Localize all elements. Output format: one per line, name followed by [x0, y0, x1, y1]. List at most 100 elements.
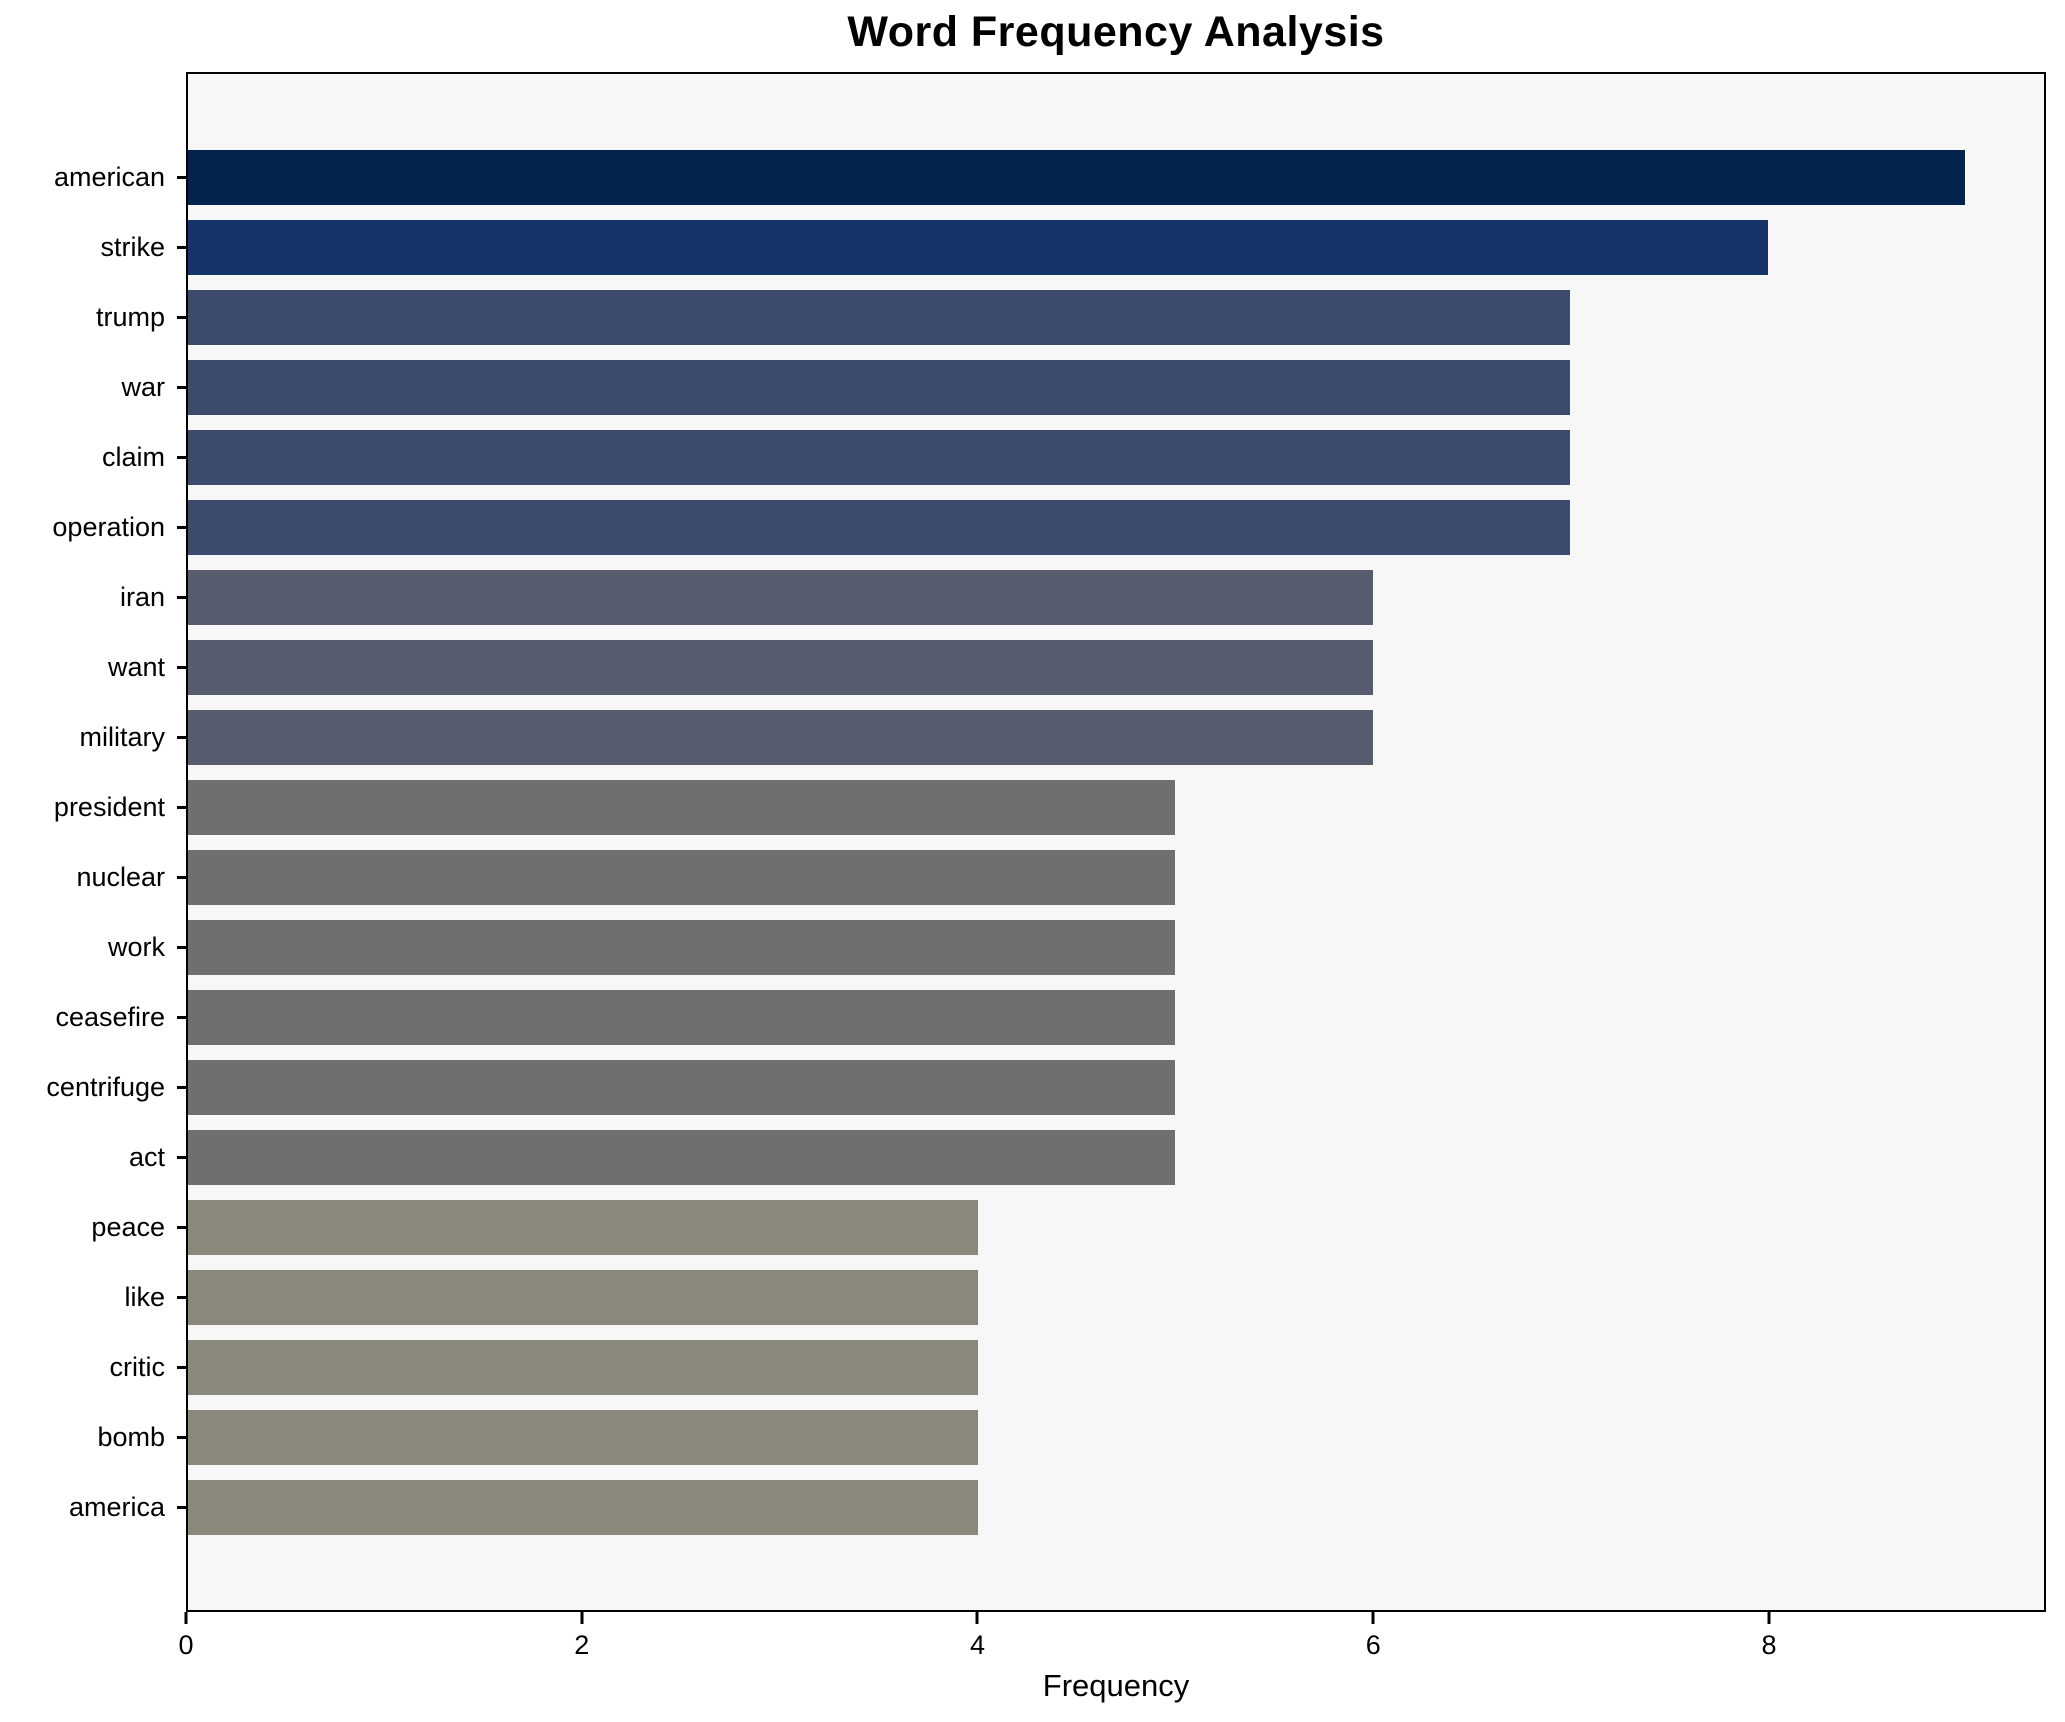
y-tick-label-critic: critic — [109, 1351, 166, 1382]
x-tick-mark — [580, 1612, 584, 1624]
y-tick-label-american: american — [53, 161, 165, 192]
y-tick-label-row: work — [0, 912, 186, 982]
bar-row — [188, 1122, 2044, 1192]
y-tick-mark — [177, 1295, 186, 1299]
y-tick-label-want: want — [107, 651, 165, 682]
y-tick-mark — [177, 1155, 186, 1159]
y-tick-mark — [177, 525, 186, 529]
y-tick-label-america: america — [68, 1491, 165, 1522]
y-tick-mark — [177, 1365, 186, 1369]
y-tick-label-row: president — [0, 772, 186, 842]
bar-row — [188, 352, 2044, 422]
x-tick-label: 2 — [574, 1630, 590, 1660]
y-tick-mark — [177, 595, 186, 599]
y-tick-mark — [177, 1435, 186, 1439]
bar-row — [188, 912, 2044, 982]
bar-ceasefire — [188, 989, 1176, 1045]
bar-critic — [188, 1339, 978, 1395]
y-tick-label-trump: trump — [95, 301, 165, 332]
y-tick-label-act: act — [128, 1141, 165, 1172]
y-tick-mark — [177, 455, 186, 459]
bar-row — [188, 772, 2044, 842]
bar-nuclear — [188, 849, 1176, 905]
bar-trump — [188, 289, 1571, 345]
y-tick-mark — [177, 1085, 186, 1089]
bars-container — [188, 74, 2044, 1610]
y-tick-label-war: war — [121, 371, 165, 402]
y-tick-mark — [177, 875, 186, 879]
y-tick-mark — [177, 805, 186, 809]
bar-war — [188, 359, 1571, 415]
y-tick-mark — [177, 175, 186, 179]
y-tick-label-row: act — [0, 1122, 186, 1192]
x-tick-label: 8 — [1761, 1630, 1777, 1660]
bar-want — [188, 639, 1373, 695]
bar-row — [188, 282, 2044, 352]
y-tick-label-iran: iran — [119, 581, 165, 612]
y-tick-label-row: iran — [0, 562, 186, 632]
bar-operation — [188, 499, 1571, 555]
x-tick-label: 6 — [1365, 1630, 1381, 1660]
y-tick-label-row: america — [0, 1472, 186, 1542]
x-tick-label: 4 — [969, 1630, 985, 1660]
bar-iran — [188, 569, 1373, 625]
y-tick-mark — [177, 385, 186, 389]
bar-america — [188, 1479, 978, 1535]
y-tick-mark — [177, 1015, 186, 1019]
bar-row — [188, 492, 2044, 562]
y-tick-label-row: strike — [0, 212, 186, 282]
y-tick-label-ceasefire: ceasefire — [55, 1001, 165, 1032]
y-tick-label-peace: peace — [91, 1211, 165, 1242]
y-tick-label-claim: claim — [101, 441, 165, 472]
x-tick-mark — [1371, 1612, 1375, 1624]
x-tick-mark — [184, 1612, 188, 1624]
y-tick-label-row: war — [0, 352, 186, 422]
bar-president — [188, 779, 1176, 835]
bar-row — [188, 632, 2044, 702]
bar-row — [188, 702, 2044, 772]
bar-row — [188, 1332, 2044, 1402]
y-tick-label-centrifuge: centrifuge — [46, 1071, 165, 1102]
bar-bomb — [188, 1409, 978, 1465]
y-tick-label-like: like — [124, 1281, 165, 1312]
x-tick-mark — [975, 1612, 979, 1624]
x-tick-mark — [1767, 1612, 1771, 1624]
y-tick-label-work: work — [107, 931, 165, 962]
y-tick-mark — [177, 245, 186, 249]
bar-american — [188, 149, 1966, 205]
y-tick-label-bomb: bomb — [97, 1421, 165, 1452]
bar-claim — [188, 429, 1571, 485]
y-tick-label-nuclear: nuclear — [76, 861, 165, 892]
bar-row — [188, 142, 2044, 212]
bar-row — [188, 1402, 2044, 1472]
bar-row — [188, 1262, 2044, 1332]
bar-row — [188, 422, 2044, 492]
plot-area — [186, 72, 2046, 1612]
y-tick-label-row: centrifuge — [0, 1052, 186, 1122]
bar-centrifuge — [188, 1059, 1176, 1115]
bar-row — [188, 982, 2044, 1052]
y-tick-label-row: claim — [0, 422, 186, 492]
y-tick-label-row: critic — [0, 1332, 186, 1402]
y-tick-label-row: like — [0, 1262, 186, 1332]
y-tick-mark — [177, 1505, 186, 1509]
y-tick-label-operation: operation — [52, 511, 165, 542]
y-tick-mark — [177, 945, 186, 949]
y-tick-mark — [177, 735, 186, 739]
bar-peace — [188, 1199, 978, 1255]
y-tick-label-row: bomb — [0, 1402, 186, 1472]
y-axis-labels: american strike trump war claim operation iran… — [0, 72, 186, 1612]
chart-title: Word Frequency Analysis — [847, 8, 1385, 56]
bar-row — [188, 212, 2044, 282]
y-tick-label-president: president — [53, 791, 165, 822]
x-tick-label: 0 — [178, 1630, 194, 1660]
bar-like — [188, 1269, 978, 1325]
y-tick-label-row: american — [0, 142, 186, 212]
y-tick-label-row: trump — [0, 282, 186, 352]
bar-row — [188, 1472, 2044, 1542]
y-tick-label-row: operation — [0, 492, 186, 562]
bar-row — [188, 1192, 2044, 1262]
bar-strike — [188, 219, 1768, 275]
y-tick-mark — [177, 1225, 186, 1229]
